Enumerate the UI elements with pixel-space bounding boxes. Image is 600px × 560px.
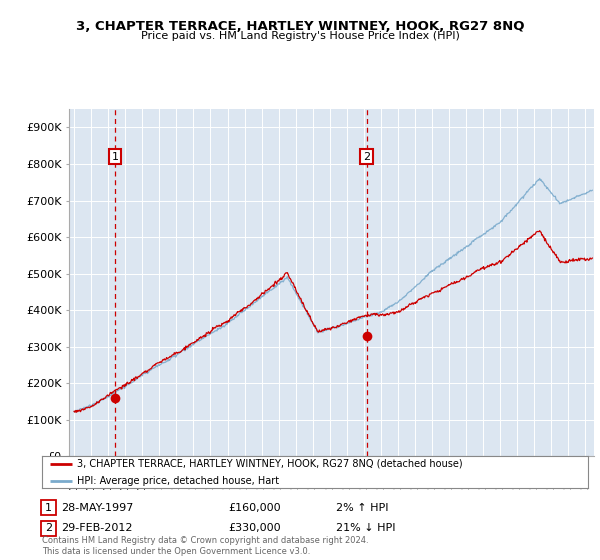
Text: Contains HM Land Registry data © Crown copyright and database right 2024.
This d: Contains HM Land Registry data © Crown c… (42, 536, 368, 556)
Text: 1: 1 (45, 503, 52, 513)
Text: £330,000: £330,000 (228, 523, 281, 533)
Text: Price paid vs. HM Land Registry's House Price Index (HPI): Price paid vs. HM Land Registry's House … (140, 31, 460, 41)
Text: 2: 2 (45, 523, 52, 533)
Text: £160,000: £160,000 (228, 503, 281, 513)
Text: 2: 2 (363, 152, 370, 162)
Text: HPI: Average price, detached house, Hart: HPI: Average price, detached house, Hart (77, 475, 280, 486)
Text: 1: 1 (112, 152, 119, 162)
Text: 3, CHAPTER TERRACE, HARTLEY WINTNEY, HOOK, RG27 8NQ: 3, CHAPTER TERRACE, HARTLEY WINTNEY, HOO… (76, 20, 524, 32)
Text: 21% ↓ HPI: 21% ↓ HPI (336, 523, 395, 533)
Text: 3, CHAPTER TERRACE, HARTLEY WINTNEY, HOOK, RG27 8NQ (detached house): 3, CHAPTER TERRACE, HARTLEY WINTNEY, HOO… (77, 459, 463, 469)
Text: 28-MAY-1997: 28-MAY-1997 (61, 503, 134, 513)
Text: 29-FEB-2012: 29-FEB-2012 (61, 523, 133, 533)
Text: 2% ↑ HPI: 2% ↑ HPI (336, 503, 389, 513)
